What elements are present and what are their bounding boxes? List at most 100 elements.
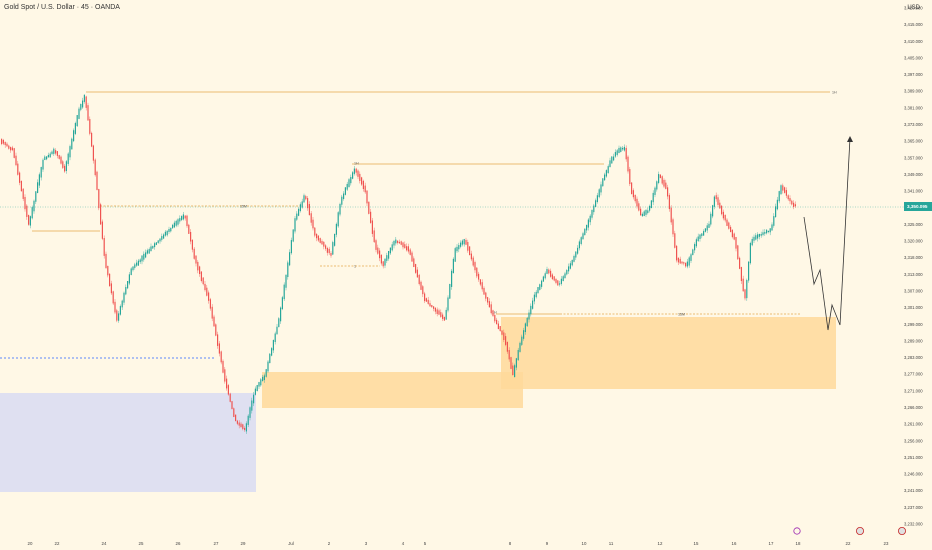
candle-body xyxy=(51,151,53,154)
candle-body xyxy=(710,213,712,225)
candle-body xyxy=(326,248,328,253)
candle-body xyxy=(33,200,35,212)
candle-body xyxy=(753,236,755,241)
candle-body xyxy=(706,225,708,231)
candle-body xyxy=(8,145,10,149)
candle-body xyxy=(717,197,719,205)
y-tick-label: 3,349.000 xyxy=(904,172,923,177)
candle-body xyxy=(258,382,260,387)
candle-body xyxy=(49,153,51,158)
candle-body xyxy=(420,281,422,290)
candle-body xyxy=(407,246,409,252)
candle-body xyxy=(485,292,487,299)
candle-body xyxy=(146,250,148,254)
candle-body xyxy=(735,237,737,249)
candle-body xyxy=(775,206,777,218)
candle-body xyxy=(429,303,431,307)
candle-body xyxy=(755,235,757,240)
candle-body xyxy=(787,195,789,200)
candle-body xyxy=(625,147,627,160)
candle-body xyxy=(476,267,478,277)
candle-body xyxy=(323,241,325,247)
candle-body xyxy=(568,266,570,272)
candle-body xyxy=(780,185,782,195)
candle-body xyxy=(40,167,42,178)
candle-body xyxy=(460,242,462,247)
candle-body xyxy=(325,245,327,249)
current-price-label: 3,350.095 xyxy=(907,204,928,209)
candle-body xyxy=(159,238,161,242)
candle-body xyxy=(314,227,316,236)
candle-body xyxy=(141,255,143,262)
candle-body xyxy=(190,231,192,242)
candle-body xyxy=(155,242,157,245)
candle-body xyxy=(569,263,571,269)
candle-body xyxy=(253,394,255,404)
candle-body xyxy=(172,224,174,229)
candle-body xyxy=(749,243,751,264)
candle-body xyxy=(472,257,474,266)
candle-body xyxy=(490,304,492,314)
candle-body xyxy=(136,262,138,266)
x-tick-label: 16 xyxy=(732,541,737,546)
candle-body xyxy=(181,216,183,221)
candle-body xyxy=(667,187,669,197)
candle-body xyxy=(98,189,100,209)
candle-body xyxy=(492,310,494,316)
candle-body xyxy=(771,224,773,231)
y-tick-label: 3,241.000 xyxy=(904,488,923,493)
candle-body xyxy=(555,279,557,283)
candle-body xyxy=(346,183,348,190)
candle-body xyxy=(631,182,633,195)
candle-body xyxy=(760,233,762,236)
candle-body xyxy=(168,228,170,232)
candle-body xyxy=(202,277,204,285)
y-tick-label: 3,381.000 xyxy=(904,105,923,110)
candle-body xyxy=(721,205,723,215)
y-tick-label: 3,410.000 xyxy=(904,39,923,44)
candle-body xyxy=(163,234,165,239)
candle-body xyxy=(773,216,775,226)
candle-body xyxy=(658,174,660,183)
candle-body xyxy=(330,252,332,256)
candle-body xyxy=(76,115,78,127)
candle-body xyxy=(107,265,109,276)
candle-body xyxy=(730,226,732,233)
candle-body xyxy=(274,333,276,342)
candle-body xyxy=(483,287,485,295)
candle-body xyxy=(53,148,55,154)
candle-body xyxy=(618,147,620,154)
candle-body xyxy=(177,219,179,225)
candle-body xyxy=(350,177,352,184)
candle-body xyxy=(233,408,235,417)
candle-body xyxy=(101,221,103,239)
candle-body xyxy=(697,236,699,242)
candle-body xyxy=(508,350,510,360)
candle-body xyxy=(571,259,573,266)
x-tick-label: 15 xyxy=(694,541,699,546)
candle-body xyxy=(564,273,566,279)
candle-body xyxy=(319,238,321,243)
candle-body xyxy=(532,300,534,309)
candle-body xyxy=(719,202,721,209)
candle-body xyxy=(535,291,537,298)
candle-body xyxy=(256,385,258,392)
candle-body xyxy=(400,241,402,245)
candle-body xyxy=(427,299,429,304)
chart-title: Gold Spot / U.S. Dollar · 45 · OANDA xyxy=(4,4,120,11)
candle-body xyxy=(13,148,15,158)
candle-body xyxy=(465,239,467,245)
currency-label[interactable]: USD xyxy=(907,5,920,11)
candle-body xyxy=(431,305,433,308)
candle-body xyxy=(56,151,58,156)
candle-body xyxy=(28,215,30,225)
candle-body xyxy=(596,195,598,202)
candle-body xyxy=(443,316,445,321)
candle-body xyxy=(670,207,672,223)
candle-body xyxy=(193,248,195,259)
candle-body xyxy=(55,150,57,154)
candle-body xyxy=(728,222,730,229)
candle-body xyxy=(298,208,300,216)
candle-body xyxy=(307,198,309,209)
